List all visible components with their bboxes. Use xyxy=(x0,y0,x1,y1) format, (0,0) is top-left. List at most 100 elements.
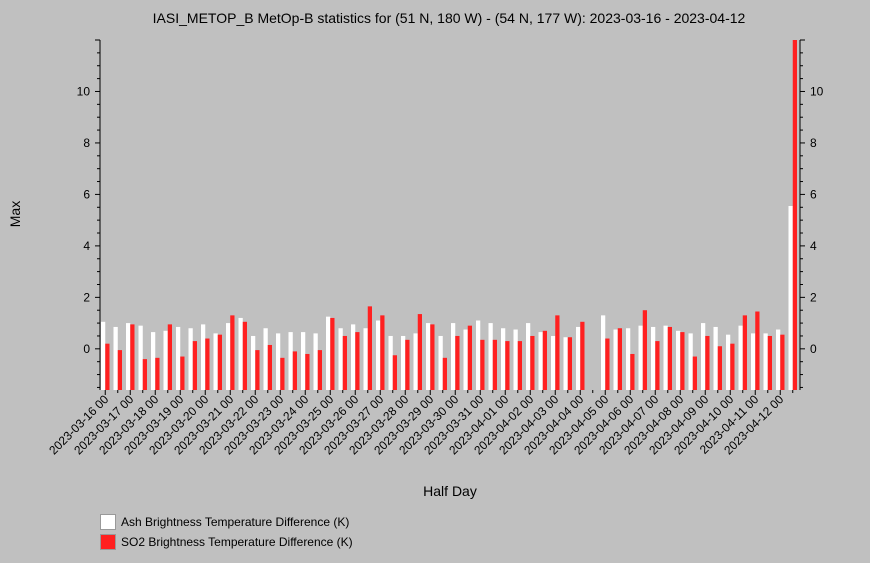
bar-so2 xyxy=(555,315,560,390)
bar-ash xyxy=(388,335,393,390)
bar-ash xyxy=(763,333,768,390)
bar-ash xyxy=(138,325,143,390)
bar-so2 xyxy=(642,310,647,390)
bar-so2 xyxy=(655,341,660,390)
bar-ash xyxy=(376,320,381,390)
bar-so2 xyxy=(505,341,510,390)
bar-so2 xyxy=(317,350,322,390)
bar-ash xyxy=(738,325,743,390)
bar-ash xyxy=(401,335,406,390)
bar-so2 xyxy=(430,324,435,391)
bar-ash xyxy=(126,323,131,390)
bar-ash xyxy=(526,323,531,390)
legend-item-ash: Ash Brightness Temperature Difference (K… xyxy=(100,512,353,532)
bar-ash xyxy=(551,335,556,390)
bar-so2 xyxy=(267,344,272,390)
bar-so2 xyxy=(517,341,522,390)
bar-so2 xyxy=(680,332,685,390)
y-tick-label-right: 10 xyxy=(810,84,824,98)
bar-so2 xyxy=(742,315,747,390)
bar-so2 xyxy=(117,350,122,390)
legend: Ash Brightness Temperature Difference (K… xyxy=(100,512,353,552)
bar-ash xyxy=(338,328,343,390)
bar-so2 xyxy=(130,324,135,391)
bar-so2 xyxy=(105,343,110,390)
bar-so2 xyxy=(342,335,347,390)
bar-ash xyxy=(651,326,656,390)
legend-swatch-ash xyxy=(100,514,116,530)
bar-ash xyxy=(226,323,231,390)
bar-ash xyxy=(288,332,293,390)
bar-so2 xyxy=(530,335,535,390)
bar-ash xyxy=(488,323,493,390)
legend-label-ash: Ash Brightness Temperature Difference (K… xyxy=(121,515,350,529)
bar-ash xyxy=(363,328,368,390)
bar-so2 xyxy=(192,341,197,390)
bar-ash xyxy=(776,329,781,390)
bar-so2 xyxy=(367,306,372,390)
x-axis-label: Half Day xyxy=(423,483,477,499)
bar-ash xyxy=(163,330,168,390)
y-tick-label-left: 8 xyxy=(83,136,90,150)
bar-so2 xyxy=(180,356,185,390)
bar-so2 xyxy=(542,330,547,390)
bar-ash xyxy=(276,333,281,390)
bar-so2 xyxy=(155,357,160,390)
bar-ash xyxy=(413,333,418,390)
bar-so2 xyxy=(617,328,622,390)
bar-ash xyxy=(176,326,181,390)
y-tick-label-right: 6 xyxy=(810,187,817,201)
y-tick-label-right: 2 xyxy=(810,290,817,304)
bar-ash xyxy=(313,333,318,390)
bar-ash xyxy=(426,323,431,390)
bar-so2 xyxy=(630,353,635,390)
bar-ash xyxy=(613,329,618,390)
bar-so2 xyxy=(205,338,210,390)
bar-ash xyxy=(463,329,468,390)
bar-so2 xyxy=(442,357,447,390)
bar-so2 xyxy=(330,317,335,390)
bar-ash xyxy=(213,333,218,390)
legend-swatch-so2 xyxy=(100,534,116,550)
bar-so2 xyxy=(305,353,310,390)
bar-so2 xyxy=(167,324,172,391)
y-tick-label-left: 4 xyxy=(83,239,90,253)
y-axis-label: Max xyxy=(7,201,23,227)
y-tick-label-left: 10 xyxy=(77,84,91,98)
bar-ash xyxy=(638,325,643,390)
bar-so2 xyxy=(767,335,772,390)
bar-ash xyxy=(501,328,506,390)
bar-so2 xyxy=(705,335,710,390)
bar-so2 xyxy=(280,357,285,390)
bar-ash xyxy=(151,332,156,390)
bar-ash xyxy=(563,337,568,390)
bar-so2 xyxy=(242,321,247,390)
bar-ash xyxy=(101,321,106,390)
bar-so2 xyxy=(492,339,497,390)
bar-ash xyxy=(626,328,631,390)
bar-ash xyxy=(663,325,668,390)
bar-ash xyxy=(351,324,356,391)
bar-ash xyxy=(751,333,756,390)
bar-ash xyxy=(263,328,268,390)
bar-so2 xyxy=(667,326,672,390)
bar-ash xyxy=(476,320,481,390)
bar-ash xyxy=(238,317,243,390)
bar-ash xyxy=(726,334,731,390)
bar-ash xyxy=(251,335,256,390)
bar-so2 xyxy=(217,334,222,390)
bar-ash xyxy=(326,316,331,390)
bar-so2 xyxy=(255,350,260,390)
bar-ash xyxy=(701,323,706,390)
y-tick-label-left: 6 xyxy=(83,187,90,201)
bar-so2 xyxy=(380,315,385,390)
bar-so2 xyxy=(780,334,785,390)
bar-ash xyxy=(201,324,206,391)
bar-ash xyxy=(713,326,718,390)
y-tick-label-left: 0 xyxy=(83,342,90,356)
bar-so2 xyxy=(567,337,572,390)
bar-ash xyxy=(188,328,193,390)
bar-so2 xyxy=(580,321,585,390)
bar-so2 xyxy=(230,315,235,390)
